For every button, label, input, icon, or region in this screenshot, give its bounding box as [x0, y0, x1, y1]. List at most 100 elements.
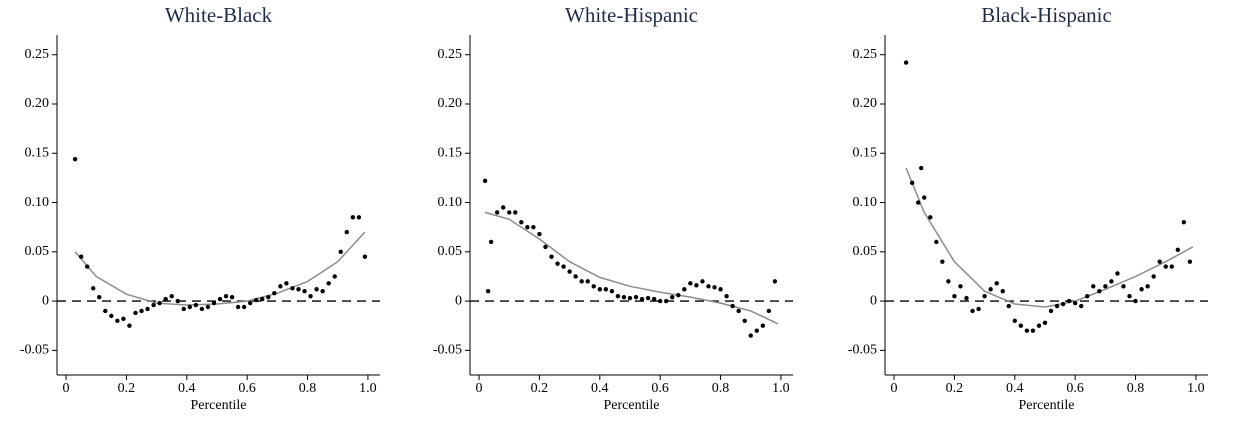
data-point	[561, 264, 566, 269]
data-point	[362, 254, 368, 259]
data-point	[919, 165, 924, 171]
data-point	[266, 294, 271, 300]
data-point	[922, 195, 927, 200]
data-point	[633, 294, 639, 300]
data-point	[254, 297, 259, 303]
x-tick-label: 0.4	[178, 381, 196, 396]
data-point	[1018, 323, 1024, 328]
data-point	[139, 308, 144, 314]
data-point	[247, 300, 253, 306]
data-point	[302, 289, 307, 294]
data-point	[748, 333, 753, 338]
data-point	[1085, 293, 1090, 299]
data-point	[84, 264, 90, 269]
data-point	[1163, 264, 1168, 269]
data-point	[952, 293, 957, 299]
x-tick-label: 0	[891, 381, 898, 396]
data-point	[627, 295, 633, 301]
data-point	[712, 285, 717, 290]
data-point	[78, 254, 84, 259]
data-point	[1169, 264, 1174, 269]
data-point	[724, 293, 729, 299]
data-point	[1103, 284, 1108, 289]
data-point	[1000, 289, 1005, 294]
data-point	[115, 318, 120, 323]
y-tick-label: 0.15	[438, 145, 463, 160]
data-point	[1012, 318, 1018, 323]
y-tick-label: 0	[455, 293, 462, 308]
y-tick-label: 0	[870, 293, 877, 308]
x-tick-label: 0.8	[1127, 381, 1145, 396]
data-point	[688, 281, 693, 286]
x-axis-label: Percentile	[191, 398, 247, 413]
data-point	[909, 180, 915, 186]
data-point	[284, 281, 289, 286]
data-point	[988, 287, 993, 292]
x-tick-label: 0.6	[238, 381, 256, 396]
data-point	[982, 293, 987, 299]
data-point	[163, 296, 168, 302]
data-point	[151, 302, 156, 308]
x-tick-label: 0.8	[299, 381, 317, 396]
data-point	[157, 300, 162, 306]
x-tick-label: 0.4	[591, 381, 609, 396]
data-point	[1024, 328, 1030, 333]
y-tick-label: 0.05	[438, 244, 463, 259]
data-point	[694, 283, 699, 288]
data-point	[320, 289, 325, 294]
data-point	[543, 244, 548, 250]
data-point	[537, 231, 542, 237]
data-point	[676, 292, 681, 298]
data-point	[579, 279, 584, 284]
data-point	[507, 210, 512, 215]
data-point	[718, 287, 723, 292]
y-tick-label: 0.25	[25, 47, 50, 62]
data-point	[621, 294, 627, 300]
data-point	[1060, 301, 1066, 307]
x-tick-label: 0.8	[712, 381, 730, 396]
data-point	[175, 298, 180, 304]
y-tick-label: 0.15	[853, 145, 878, 160]
x-tick-label: 0.6	[651, 381, 669, 396]
data-point	[501, 205, 506, 210]
data-point	[609, 289, 615, 294]
data-point	[290, 286, 295, 291]
data-point	[133, 310, 138, 316]
data-point	[555, 261, 560, 266]
data-point	[549, 254, 554, 259]
x-tick-label: 1.0	[359, 381, 377, 396]
data-point	[585, 279, 590, 284]
data-point	[645, 295, 651, 301]
data-point	[127, 323, 132, 328]
data-point	[1175, 247, 1181, 253]
data-point	[72, 156, 78, 162]
data-point	[903, 60, 909, 65]
x-tick-label: 0.2	[531, 381, 549, 396]
data-point	[326, 281, 331, 286]
data-point	[1181, 220, 1187, 225]
data-point	[772, 279, 778, 284]
data-point	[1151, 274, 1156, 279]
data-point	[1006, 303, 1011, 309]
data-point	[525, 224, 530, 230]
x-tick-label: 0	[63, 381, 70, 396]
data-point	[1042, 320, 1048, 325]
data-point	[513, 210, 518, 215]
data-point	[964, 295, 969, 301]
data-point	[970, 308, 975, 314]
data-point	[766, 308, 772, 314]
data-point	[482, 178, 488, 184]
data-point	[736, 308, 741, 314]
data-point	[1030, 328, 1036, 333]
data-point	[706, 284, 711, 289]
x-tick-label: 0.6	[1066, 381, 1084, 396]
data-point	[639, 296, 645, 302]
fit-line	[74, 231, 366, 306]
data-point	[121, 316, 126, 322]
data-point	[278, 284, 283, 289]
data-point	[1048, 308, 1054, 314]
data-point	[567, 269, 572, 274]
data-point	[199, 306, 205, 312]
data-point	[754, 328, 759, 333]
data-point	[494, 210, 500, 215]
